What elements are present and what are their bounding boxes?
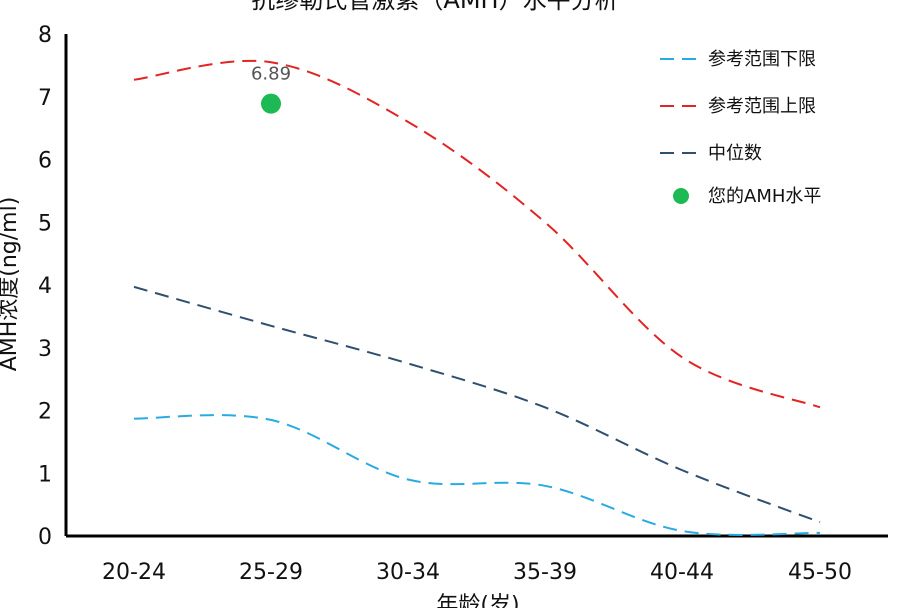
your-amh-point: [261, 93, 281, 114]
y-tick-labels: 0 1 2 3 4 5 6 7 8: [38, 23, 52, 550]
y-tick-label: 1: [38, 462, 52, 487]
legend-swatch: [673, 188, 689, 204]
legend-label: 参考范围下限: [708, 49, 816, 70]
series-layer: [133, 59, 821, 536]
x-tick-label: 35-39: [513, 560, 577, 585]
y-tick-label: 0: [38, 525, 52, 550]
series-line-0: [133, 414, 821, 536]
x-tick-label: 25-29: [239, 560, 303, 585]
x-tick-label: 45-50: [788, 560, 852, 585]
series-line-2: [133, 285, 821, 524]
y-tick-label: 6: [38, 149, 52, 174]
y-axis-label: AMH浓度(ng/ml): [0, 197, 22, 372]
your-amh-point-label: 6.89: [251, 64, 291, 85]
chart-title: 抗缪勒氏管激素（AMH）水平分析: [251, 0, 618, 14]
y-tick-label: 5: [38, 211, 52, 236]
axes: [64, 34, 888, 538]
y-tick-label: 3: [38, 337, 52, 362]
y-tick-label: 4: [38, 274, 52, 299]
x-tick-labels: 20-24 25-29 30-34 35-39 40-44 45-50: [102, 560, 852, 585]
x-tick-label: 20-24: [102, 560, 166, 585]
x-tick-label: 40-44: [650, 560, 714, 585]
point-layer: 6.89: [251, 64, 291, 114]
legend-label: 中位数: [708, 143, 762, 164]
series-line-1: [133, 59, 821, 409]
legend-label: 参考范围上限: [708, 96, 816, 117]
x-tick-label: 30-34: [376, 560, 440, 585]
x-axis-label: 年龄(岁): [436, 593, 519, 608]
legend-label: 您的AMH水平: [708, 186, 821, 207]
y-tick-label: 7: [38, 86, 52, 111]
y-tick-label: 8: [38, 23, 52, 48]
y-tick-label: 2: [38, 400, 52, 425]
